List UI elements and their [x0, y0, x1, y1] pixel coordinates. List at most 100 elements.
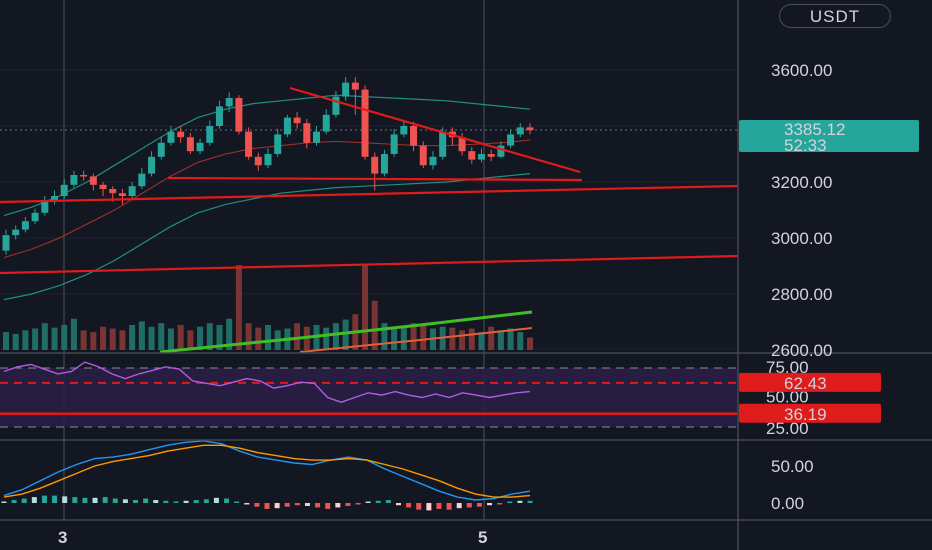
candle-body — [167, 131, 175, 143]
candle-body — [225, 98, 233, 107]
volume-bar — [22, 330, 29, 350]
candles[interactable] — [2, 77, 534, 255]
volume-bar — [12, 333, 19, 350]
candle-body — [60, 184, 68, 196]
macd-histogram-bar — [72, 497, 78, 503]
macd-histogram-bar — [274, 503, 280, 509]
candle-body — [99, 184, 107, 189]
candle-body — [380, 154, 388, 174]
volume-bar — [3, 332, 9, 350]
candle-body — [332, 96, 340, 115]
macd-histogram-bar — [183, 500, 189, 503]
volume-bar — [265, 324, 271, 350]
price-tick-label: 2600.00 — [771, 341, 832, 360]
candle-body — [468, 151, 476, 160]
macd-histogram-bar — [193, 500, 199, 503]
lower-support-line — [0, 254, 739, 275]
volume-bar — [119, 330, 126, 350]
macd-histogram-bar — [466, 503, 472, 508]
macd-histogram-bar — [325, 503, 331, 509]
volume-bar — [449, 327, 456, 350]
macd-histogram-bar — [82, 497, 88, 503]
macd-histogram-bar — [406, 503, 412, 508]
current-price-badge — [739, 120, 919, 152]
volume-bar — [187, 330, 194, 350]
candle-body — [351, 82, 359, 90]
rsi-line — [3, 361, 531, 403]
volume-bar — [371, 300, 378, 350]
rsi-band — [0, 368, 738, 427]
macd-histogram-bar — [203, 499, 209, 503]
candle-body — [177, 131, 185, 138]
volume-bar — [497, 330, 504, 350]
volume-bar — [216, 324, 223, 350]
time-label: 3 — [58, 528, 67, 547]
macd-tick-label: 50.00 — [771, 457, 814, 476]
macd-histogram-bar — [122, 499, 128, 503]
candle-body — [283, 117, 291, 135]
candle-body — [293, 117, 301, 124]
price-tick-label: 2800.00 — [771, 285, 832, 304]
macd-histogram-bar — [133, 500, 138, 503]
macd-histogram-bar — [102, 497, 108, 503]
macd-histogram-bar — [163, 500, 169, 503]
macd-histogram-bar — [507, 501, 513, 503]
macd-histogram-bar — [487, 503, 493, 506]
rsi-pane — [0, 361, 738, 428]
price-tick-label: 3200.00 — [771, 173, 832, 192]
macd-histogram-bar — [143, 498, 149, 503]
macd-histogram-bar — [62, 496, 68, 503]
candle-body — [497, 145, 505, 157]
macd-histogram-bar — [284, 503, 290, 507]
countdown-timer: 52:33 — [784, 136, 827, 155]
volume-bar — [90, 332, 97, 350]
volume-bar — [197, 326, 204, 350]
macd-pane — [1, 440, 533, 511]
macd-histogram-bar — [426, 503, 432, 511]
candle-body — [31, 212, 39, 222]
macd-histogram-bar — [173, 501, 179, 503]
macd-histogram-bar — [416, 503, 422, 510]
volume-bar — [294, 323, 301, 350]
volume-bar — [167, 328, 174, 350]
price-axis[interactable]: 3600.00 3200.00 3000.00 2800.00 2600.00 3385.… — [58, 61, 919, 547]
candle-body — [2, 235, 10, 251]
candle-body — [313, 131, 321, 143]
macd-line — [3, 440, 531, 501]
volume-bar — [517, 332, 524, 350]
candle-body — [439, 131, 447, 157]
candle-body — [12, 229, 20, 236]
volume-bar — [100, 326, 107, 350]
volume-bar — [41, 323, 48, 350]
macd-histogram-bar — [527, 500, 533, 503]
candle-body — [419, 145, 427, 166]
macd-histogram-bar — [1, 501, 7, 503]
volume-bar — [488, 326, 495, 350]
candle-body — [322, 114, 330, 132]
macd-histogram-bar — [497, 503, 503, 505]
rsi-upper-badge — [739, 372, 881, 392]
macd-histogram-bar — [375, 500, 381, 503]
candle-body — [303, 123, 311, 143]
support-line — [167, 176, 583, 182]
candle-body — [109, 189, 117, 194]
macd-histogram-bar — [345, 503, 351, 506]
macd-histogram-bar — [234, 501, 240, 503]
candle-body — [235, 98, 243, 132]
volume-bar — [70, 318, 77, 350]
currency-badge[interactable]: USDT — [779, 4, 891, 28]
candle-body — [429, 156, 437, 166]
macd-histogram-bar — [304, 503, 310, 506]
candle-body — [206, 126, 214, 143]
candle-body — [215, 106, 223, 126]
trendlines[interactable] — [0, 86, 739, 275]
volume-bar — [362, 265, 369, 350]
candle-body — [507, 134, 515, 146]
volume-bar — [32, 328, 39, 350]
candle-body — [186, 137, 194, 152]
macd-histogram-bar — [21, 498, 27, 503]
candle-body — [118, 193, 126, 196]
volume-bar — [381, 323, 388, 350]
